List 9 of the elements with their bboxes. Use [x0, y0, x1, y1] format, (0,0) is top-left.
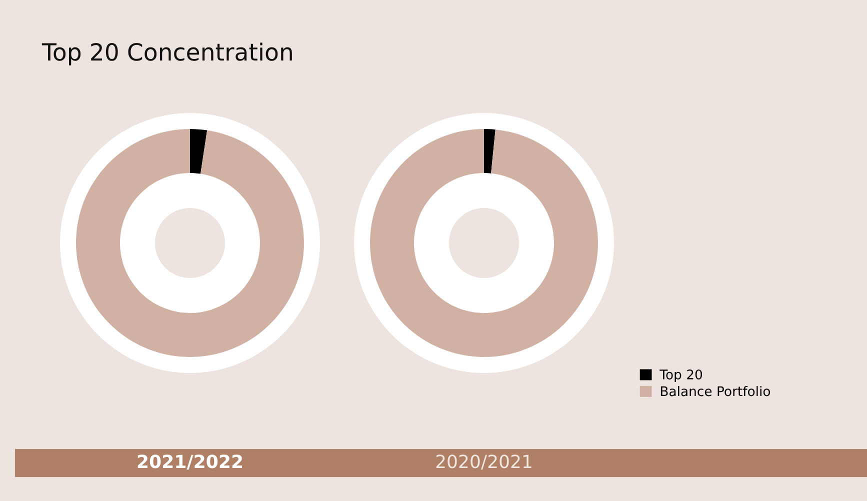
donut-slice: [190, 129, 208, 174]
donut-slice: [370, 129, 598, 357]
legend-label: Balance Portfolio: [660, 386, 770, 396]
text: 2021/2022: [138, 454, 242, 470]
legend-label: Top 20: [660, 369, 702, 382]
chart-title: Top 20 Concentration: [42, 42, 292, 66]
donut-slice: [76, 129, 304, 357]
donut-slice: [484, 129, 496, 174]
text: 2020/2021: [436, 454, 532, 470]
